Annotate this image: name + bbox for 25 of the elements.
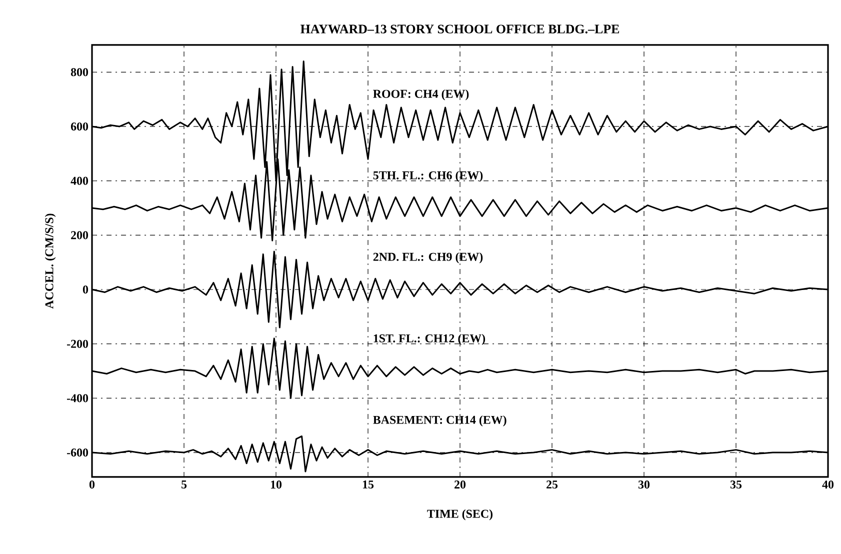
x-axis-title: TIME (SEC) bbox=[427, 509, 493, 520]
x-tick-label: 30 bbox=[638, 480, 650, 489]
series-label: 1ST. FL.: CH12 (EW) bbox=[374, 334, 486, 345]
text: BASEMENT: CH14 (EW) bbox=[373, 415, 506, 426]
x-tick-label: 35 bbox=[730, 480, 742, 489]
x-tick-label: 20 bbox=[454, 480, 466, 489]
x-tick-label: 25 bbox=[546, 480, 558, 489]
y-axis-title: ACCEL. (CM/S/S) bbox=[44, 214, 56, 309]
x-tick-label: 10 bbox=[270, 480, 282, 489]
x-tick-label: 5 bbox=[182, 480, 187, 488]
y-tick-label: -200 bbox=[67, 340, 88, 348]
series-label: 2ND. FL.: CH9 (EW) bbox=[373, 252, 483, 264]
y-tick-label: 400 bbox=[70, 176, 88, 185]
series-label: ROOF: CH4 (EW) bbox=[373, 89, 469, 100]
y-tick-label: 0 bbox=[82, 285, 88, 294]
y-tick-label: 800 bbox=[70, 68, 88, 76]
y-tick-label: -600 bbox=[67, 448, 88, 457]
series-label: 5TH. FL.: CH6 (EW) bbox=[373, 170, 483, 182]
x-tick-label: 15 bbox=[362, 480, 374, 489]
y-tick-label: -400 bbox=[67, 394, 88, 402]
y-tick-label: 200 bbox=[71, 231, 88, 240]
x-tick-label: 0 bbox=[89, 480, 95, 489]
chart-title: HAYWARD–13 STORY SCHOOL OFFICE BLDG.–LPE bbox=[300, 24, 620, 34]
x-tick-label: 40 bbox=[822, 480, 834, 489]
y-tick-label: 600 bbox=[70, 122, 88, 131]
